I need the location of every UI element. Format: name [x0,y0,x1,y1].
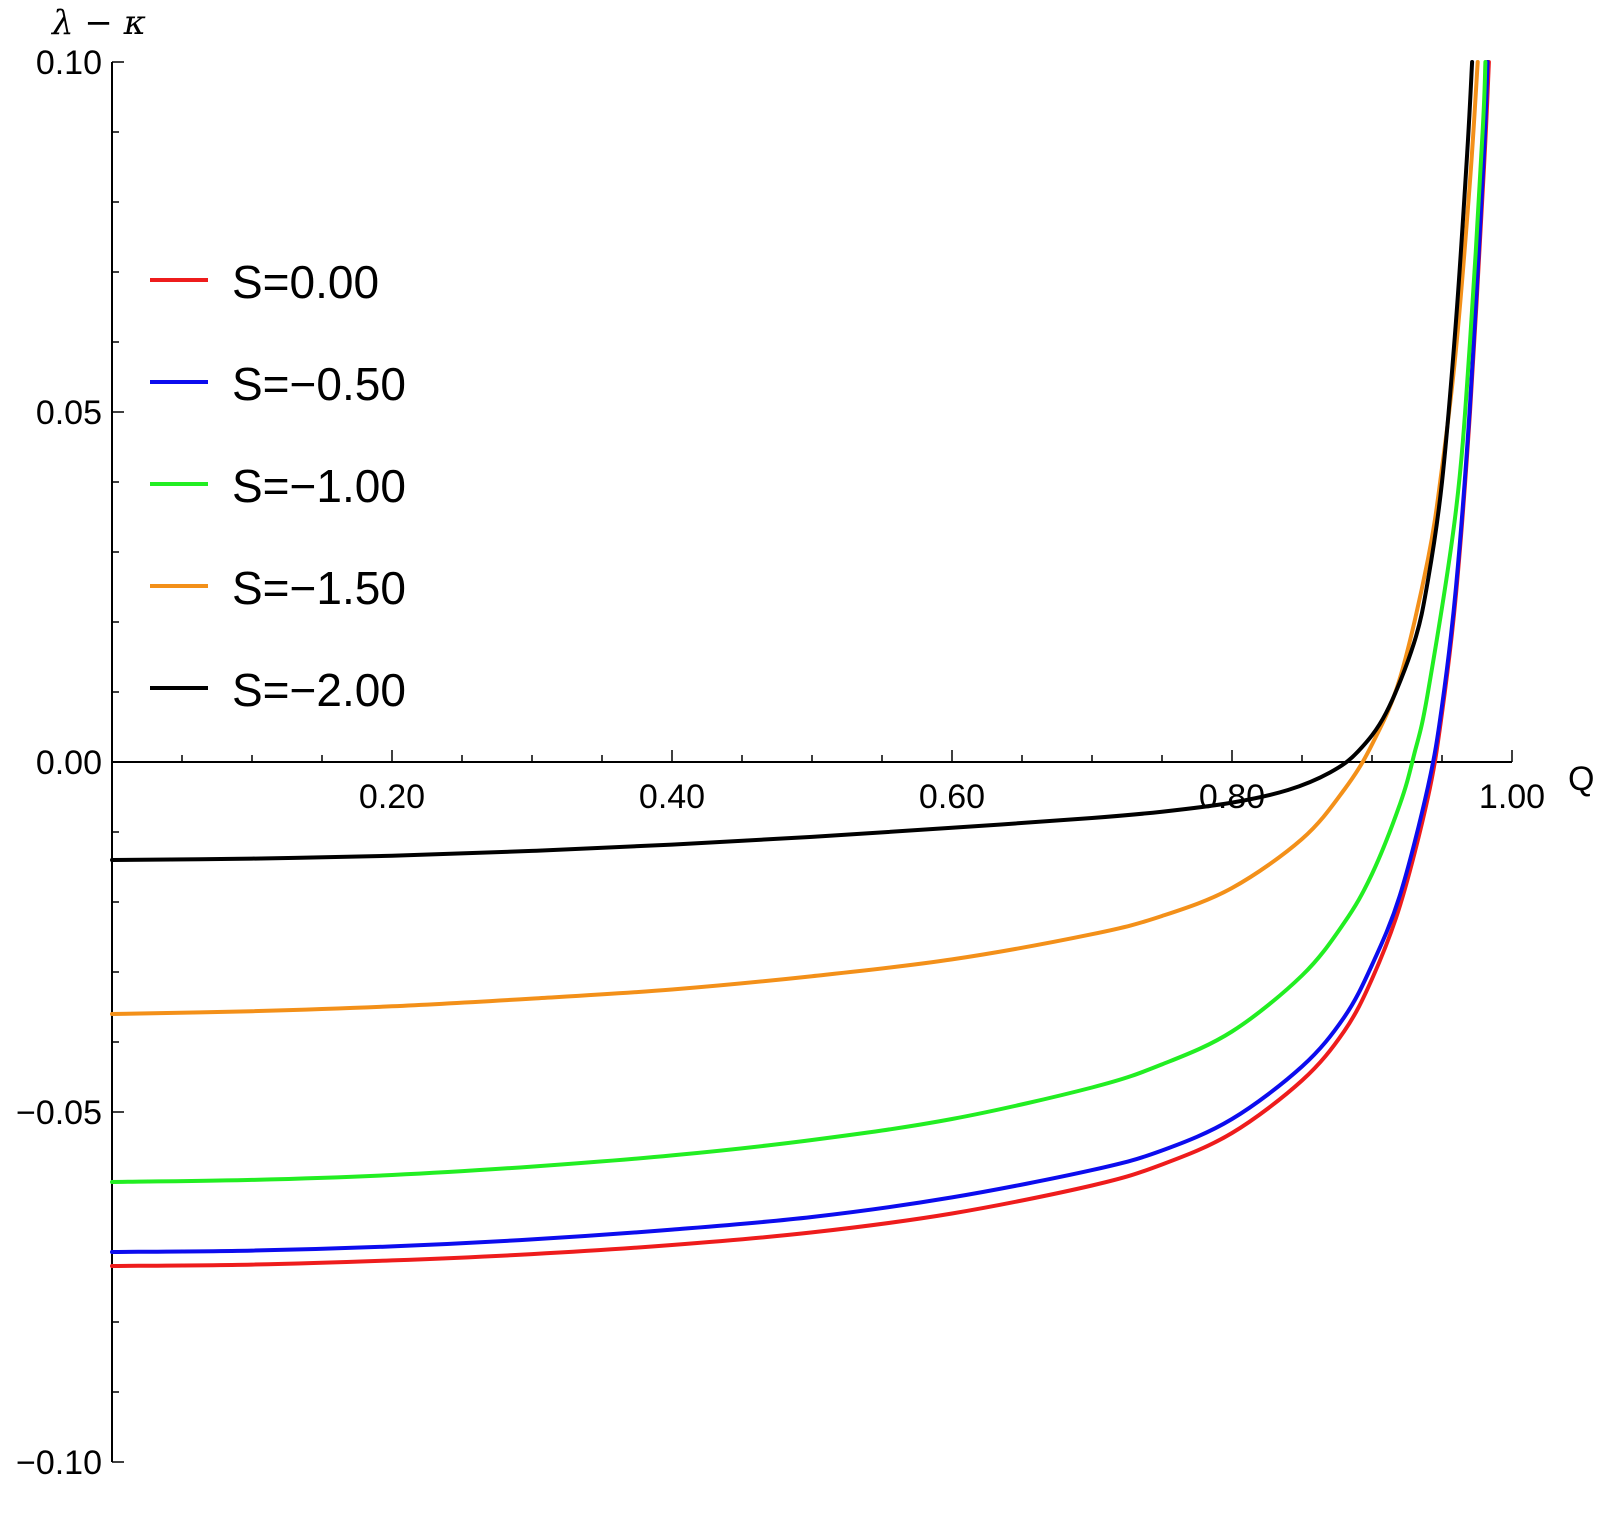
x-tick-label: 0.60 [919,778,985,816]
legend: S=0.00 S=−0.50 S=−1.00 S=−1.50 S=−2.00 [150,256,406,716]
series-line-1 [110,60,1490,1254]
legend-label-2: S=−1.00 [232,460,406,512]
legend-label-3: S=−1.50 [232,562,406,614]
y-tick-label: −0.05 [16,1094,102,1132]
series-line-2 [110,60,1488,1184]
x-axis-title: Q [1568,760,1594,798]
series-line-3 [110,60,1480,1016]
y-tick-label: 0.00 [36,744,102,782]
legend-label-0: S=0.00 [232,256,379,308]
x-tick-label: 0.40 [639,778,705,816]
y-axis-title: λ − κ [50,3,146,43]
y-tick-label: 0.05 [36,394,102,432]
legend-label-4: S=−2.00 [232,664,406,716]
legend-label-1: S=−0.50 [232,358,406,410]
series-lines [110,60,1491,1268]
series-line-4 [110,60,1475,862]
y-tick-label: −0.10 [16,1444,102,1482]
x-tick-label: 1.00 [1479,778,1545,816]
axis-ticks: 0.20 0.40 0.60 0.80 1.000.100.050.00−0.05−0.… [16,44,1545,1482]
x-tick-label: 0.20 [359,778,425,816]
y-tick-label: 0.10 [36,44,102,82]
